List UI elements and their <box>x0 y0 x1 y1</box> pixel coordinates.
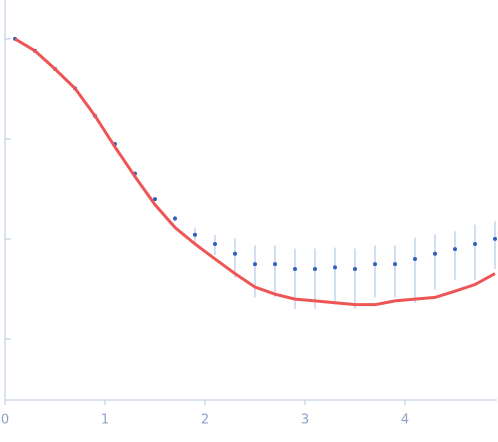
data-point <box>353 267 357 272</box>
data-point <box>493 236 497 241</box>
x-tick-label: 1 <box>101 413 109 428</box>
data-point <box>193 232 197 237</box>
data-point <box>393 262 397 267</box>
x-tick-label: 4 <box>401 413 409 428</box>
data-point <box>293 267 297 272</box>
data-point <box>253 262 257 267</box>
data-point <box>233 251 237 256</box>
data-point <box>373 262 377 267</box>
data-point <box>313 267 317 272</box>
fit-line <box>14 37 496 307</box>
data-point <box>413 256 417 261</box>
x-tick-label: 0 <box>1 413 9 428</box>
data-point <box>433 251 437 256</box>
x-tick-label: 3 <box>301 413 309 428</box>
x-tick-label: 2 <box>201 413 209 428</box>
data-point <box>273 262 277 267</box>
data-point <box>473 241 477 246</box>
data-point <box>153 197 157 202</box>
data-point <box>213 241 217 246</box>
data-point <box>333 265 337 270</box>
data-point <box>173 216 177 221</box>
data-point <box>453 247 457 252</box>
